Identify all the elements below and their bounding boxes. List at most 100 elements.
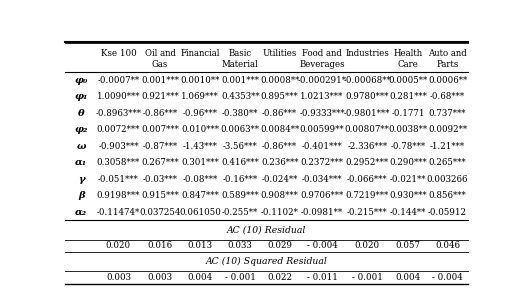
Text: 0.004: 0.004 [395, 273, 421, 282]
Text: Kse 100: Kse 100 [100, 49, 136, 59]
Text: -0.05912: -0.05912 [428, 208, 467, 217]
Text: -0.9801***: -0.9801*** [344, 109, 391, 118]
Text: 0.0063**: 0.0063** [220, 125, 259, 134]
Text: φ₁: φ₁ [74, 92, 88, 102]
Text: 1.069***: 1.069*** [181, 92, 219, 102]
Text: -0.024**: -0.024** [262, 175, 298, 184]
Text: 0.236***: 0.236*** [261, 158, 298, 167]
Text: -0.08***: -0.08*** [183, 175, 218, 184]
Text: 0.267***: 0.267*** [141, 158, 179, 167]
Text: -0.0981**: -0.0981** [301, 208, 343, 217]
Text: -0.255**: -0.255** [222, 208, 258, 217]
Text: 0.0084**: 0.0084** [260, 125, 299, 134]
Text: 0.022: 0.022 [267, 273, 292, 282]
Text: -0.215***: -0.215*** [347, 208, 387, 217]
Text: 0.046: 0.046 [435, 241, 460, 250]
Text: AC (10) Squared Residual: AC (10) Squared Residual [205, 257, 328, 266]
Text: Auto and
Parts: Auto and Parts [428, 49, 467, 69]
Text: 0.007***: 0.007*** [141, 125, 179, 134]
Text: 0.9198***: 0.9198*** [97, 191, 140, 200]
Text: 0.0010**: 0.0010** [180, 76, 220, 85]
Text: Basic
Material: Basic Material [222, 49, 258, 69]
Text: -0.86***: -0.86*** [142, 109, 178, 118]
Text: -0.034***: -0.034*** [302, 175, 342, 184]
Text: ω: ω [76, 142, 86, 151]
Text: 0.003: 0.003 [106, 273, 131, 282]
Text: -0.11474*: -0.11474* [97, 208, 140, 217]
Text: 0.265***: 0.265*** [429, 158, 466, 167]
Text: -0.000291*: -0.000291* [297, 76, 346, 85]
Text: -0.380**: -0.380** [222, 109, 258, 118]
Text: 0.4353**: 0.4353** [221, 92, 259, 102]
Text: -3.56***: -3.56*** [223, 142, 257, 151]
Text: 0.3058***: 0.3058*** [97, 158, 140, 167]
Text: 0.0006**: 0.0006** [428, 76, 467, 85]
Text: 0.0005**: 0.0005** [388, 76, 427, 85]
Text: θ: θ [78, 109, 85, 118]
Text: 0.416***: 0.416*** [222, 158, 259, 167]
Text: 0.847***: 0.847*** [181, 191, 219, 200]
Text: 0.037254: 0.037254 [139, 208, 181, 217]
Text: 0.9706***: 0.9706*** [301, 191, 344, 200]
Text: 0.003266: 0.003266 [427, 175, 469, 184]
Text: Utilities: Utilities [263, 49, 297, 59]
Text: AC (10) Residual: AC (10) Residual [227, 225, 306, 235]
Text: Oil and
Gas: Oil and Gas [145, 49, 176, 69]
Text: φ₀: φ₀ [74, 76, 88, 85]
Text: 0.010***: 0.010*** [181, 125, 219, 134]
Text: 0.9780***: 0.9780*** [346, 92, 389, 102]
Text: -0.16***: -0.16*** [223, 175, 258, 184]
Text: 0.921***: 0.921*** [141, 92, 179, 102]
Text: -0.78***: -0.78*** [391, 142, 425, 151]
Text: -0.021**: -0.021** [390, 175, 426, 184]
Text: - 0.011: - 0.011 [306, 273, 337, 282]
Text: 0.915***: 0.915*** [141, 191, 179, 200]
Text: - 0.004: - 0.004 [432, 273, 463, 282]
Text: 0.2952***: 0.2952*** [346, 158, 389, 167]
Text: 0.895***: 0.895*** [261, 92, 298, 102]
Text: 0.0092**: 0.0092** [428, 125, 467, 134]
Text: 0.7219***: 0.7219*** [346, 191, 389, 200]
Text: Industries: Industries [345, 49, 389, 59]
Text: 0.020: 0.020 [355, 241, 380, 250]
Text: Food and
Beverages: Food and Beverages [299, 49, 345, 69]
Text: 0.281***: 0.281*** [389, 92, 427, 102]
Text: 0.737***: 0.737*** [429, 109, 466, 118]
Text: 0.0008**: 0.0008** [260, 76, 300, 85]
Text: 0.004: 0.004 [188, 273, 213, 282]
Text: 0.013: 0.013 [188, 241, 213, 250]
Text: β: β [78, 191, 85, 200]
Text: 0.290***: 0.290*** [389, 158, 427, 167]
Text: 0.061050: 0.061050 [179, 208, 221, 217]
Text: -0.8963***: -0.8963*** [96, 109, 141, 118]
Text: -0.86***: -0.86*** [262, 142, 297, 151]
Text: 0.930***: 0.930*** [389, 191, 427, 200]
Text: α₂: α₂ [75, 208, 87, 217]
Text: 0.057: 0.057 [396, 241, 421, 250]
Text: 0.0072***: 0.0072*** [97, 125, 140, 134]
Text: 0.301***: 0.301*** [181, 158, 219, 167]
Text: 0.001***: 0.001*** [141, 76, 179, 85]
Text: γ: γ [78, 175, 85, 184]
Text: 0.00807**: 0.00807** [345, 125, 389, 134]
Text: 1.0090***: 1.0090*** [97, 92, 140, 102]
Text: -0.87***: -0.87*** [142, 142, 178, 151]
Text: -0.903***: -0.903*** [98, 142, 139, 151]
Text: -0.68***: -0.68*** [430, 92, 465, 102]
Text: -0.1771: -0.1771 [391, 109, 425, 118]
Text: α₁: α₁ [75, 158, 87, 167]
Text: -1.21***: -1.21*** [430, 142, 465, 151]
Text: -1.43***: -1.43*** [183, 142, 217, 151]
Text: -0.86***: -0.86*** [262, 109, 297, 118]
Text: 0.908***: 0.908*** [261, 191, 298, 200]
Text: - 0.001: - 0.001 [225, 273, 256, 282]
Text: - 0.004: - 0.004 [307, 241, 337, 250]
Text: 0.856***: 0.856*** [429, 191, 466, 200]
Text: 0.029: 0.029 [267, 241, 292, 250]
Text: 0.00599**: 0.00599** [300, 125, 344, 134]
Text: -0.066***: -0.066*** [347, 175, 387, 184]
Text: 0.033: 0.033 [228, 241, 253, 250]
Text: 0.020: 0.020 [106, 241, 131, 250]
Text: -0.144**: -0.144** [390, 208, 426, 217]
Text: -0.0007**: -0.0007** [97, 76, 139, 85]
